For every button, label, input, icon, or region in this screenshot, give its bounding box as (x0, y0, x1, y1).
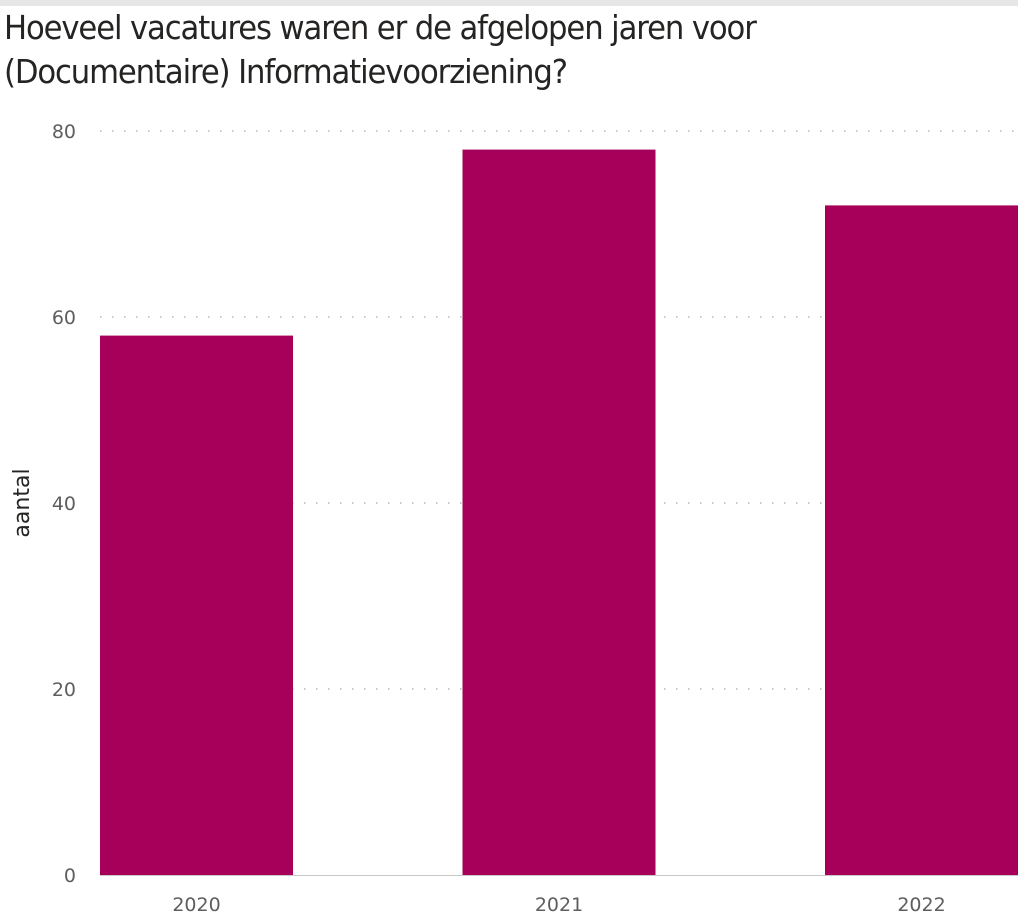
bar-2022 (825, 205, 1018, 875)
y-tick-label: 20 (52, 679, 76, 701)
y-axis-label: aantal (10, 468, 35, 537)
x-tick-label: 2021 (535, 894, 583, 916)
x-tick-label: 2022 (897, 894, 945, 916)
bar-2021 (462, 149, 656, 876)
y-tick-label: 80 (52, 121, 76, 143)
y-tick-label: 0 (64, 865, 76, 887)
y-tick-label: 40 (52, 493, 76, 515)
chart-title: Hoeveel vacatures waren er de afgelopen … (4, 6, 943, 94)
chart-title-line-2: (Documentaire) Informatievoorziening? (4, 52, 568, 91)
chart-title-line-1: Hoeveel vacatures waren er de afgelopen … (4, 8, 757, 47)
bar-2020 (100, 335, 293, 876)
x-tick-label: 2020 (172, 894, 220, 916)
top-border (0, 0, 1018, 6)
y-tick-label: 60 (52, 307, 76, 329)
